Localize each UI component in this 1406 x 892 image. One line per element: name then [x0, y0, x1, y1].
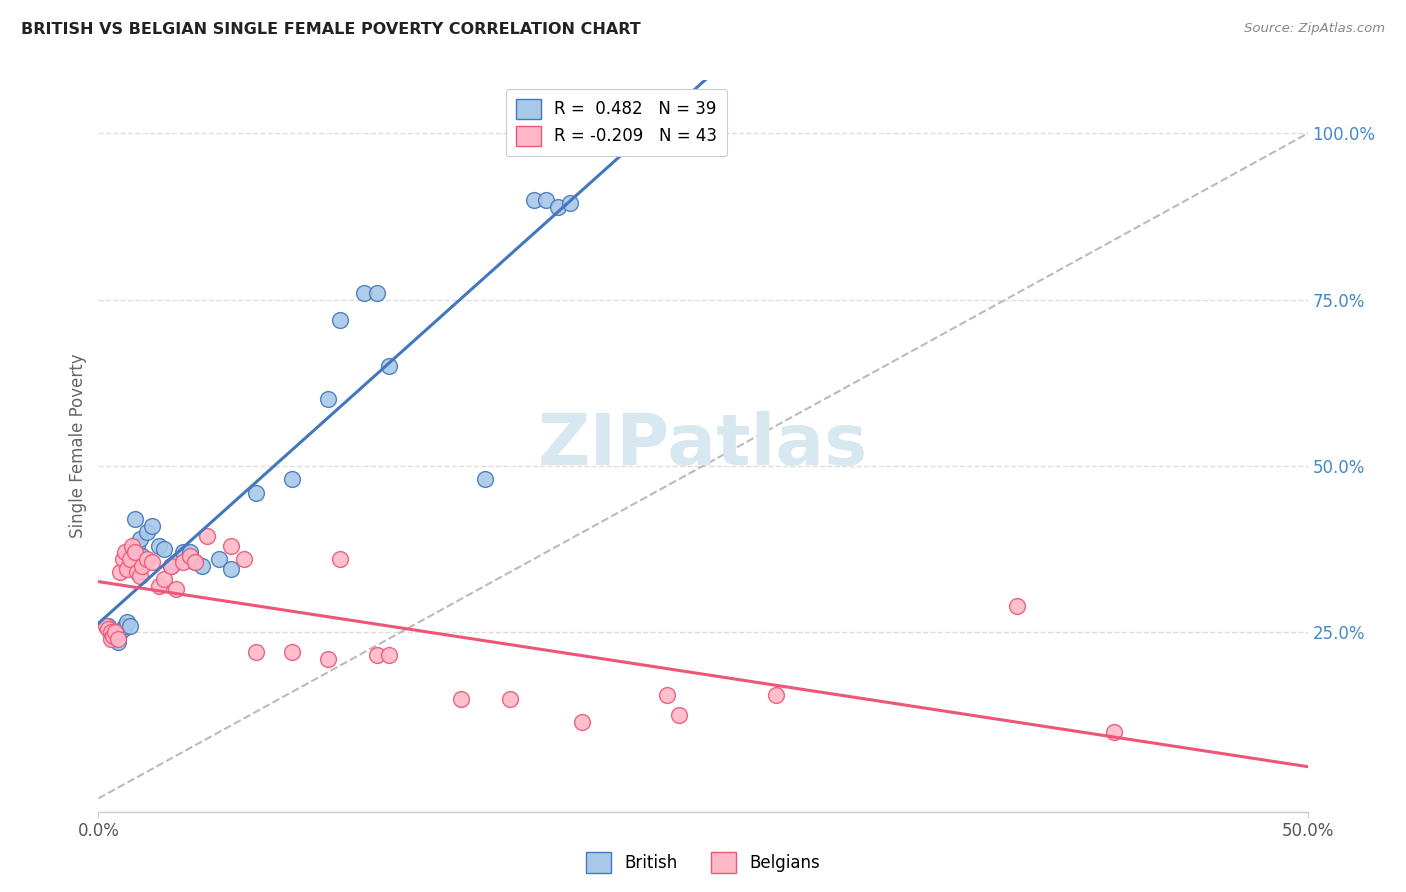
Legend: R =  0.482   N = 39, R = -0.209   N = 43: R = 0.482 N = 39, R = -0.209 N = 43 [506, 88, 727, 156]
Point [127, 539, 149, 553]
Point [558, 196, 581, 211]
Point [108, 566, 131, 580]
Point [668, 708, 690, 723]
Point [765, 689, 787, 703]
Point [97, 618, 120, 632]
Point [124, 545, 146, 559]
Point [148, 579, 170, 593]
Point [97, 622, 120, 636]
Point [165, 582, 187, 596]
Point [179, 545, 201, 559]
Point [245, 485, 267, 500]
Point [107, 635, 129, 649]
Point [135, 552, 157, 566]
Point [114, 545, 136, 559]
Point [160, 558, 183, 573]
Point [100, 625, 122, 640]
Point [152, 542, 174, 557]
Point [94, 618, 117, 632]
Point [184, 555, 207, 569]
Point [366, 286, 388, 301]
Point [101, 628, 124, 642]
Point [1102, 725, 1125, 739]
Point [232, 552, 254, 566]
Point [114, 618, 136, 632]
Point [160, 558, 183, 573]
Point [547, 200, 569, 214]
Point [152, 572, 174, 586]
Point [141, 518, 163, 533]
Point [179, 549, 201, 563]
Point [128, 568, 150, 582]
Point [377, 648, 399, 663]
Point [221, 562, 243, 576]
Point [329, 312, 352, 326]
Point [148, 539, 170, 553]
Point [353, 286, 375, 301]
Point [221, 539, 243, 553]
Point [191, 558, 214, 573]
Point [245, 645, 267, 659]
Point [104, 632, 127, 646]
Point [450, 691, 472, 706]
Text: ZIPatlas: ZIPatlas [538, 411, 868, 481]
Point [498, 691, 520, 706]
Point [281, 645, 304, 659]
Point [316, 652, 339, 666]
Point [141, 555, 163, 569]
Point [316, 392, 339, 407]
Point [571, 714, 593, 729]
Point [104, 625, 127, 640]
Point [124, 512, 146, 526]
Point [117, 562, 139, 576]
Point [165, 555, 187, 569]
Point [195, 529, 218, 543]
Text: Source: ZipAtlas.com: Source: ZipAtlas.com [1244, 22, 1385, 36]
Point [366, 648, 388, 663]
Text: BRITISH VS BELGIAN SINGLE FEMALE POVERTY CORRELATION CHART: BRITISH VS BELGIAN SINGLE FEMALE POVERTY… [21, 22, 641, 37]
Point [118, 618, 141, 632]
Point [523, 193, 546, 207]
Point [377, 359, 399, 374]
Point [281, 472, 304, 486]
Point [100, 632, 122, 646]
Point [534, 193, 557, 207]
Point [127, 566, 149, 580]
Point [121, 545, 143, 559]
Point [1007, 599, 1029, 613]
Point [111, 552, 134, 566]
Point [128, 532, 150, 546]
Point [131, 558, 153, 573]
Point [121, 539, 143, 553]
Point [172, 555, 194, 569]
Point [655, 689, 678, 703]
Point [172, 545, 194, 559]
Point [101, 628, 124, 642]
Point [111, 622, 134, 636]
Point [184, 555, 207, 569]
Point [107, 632, 129, 646]
Y-axis label: Single Female Poverty: Single Female Poverty [69, 354, 87, 538]
Point [118, 552, 141, 566]
Point [131, 549, 153, 563]
Point [108, 625, 131, 640]
Legend: British, Belgians: British, Belgians [579, 846, 827, 880]
Point [117, 615, 139, 630]
Point [474, 472, 496, 486]
Point [135, 525, 157, 540]
Point [208, 552, 231, 566]
Point [100, 625, 122, 640]
Point [329, 552, 352, 566]
